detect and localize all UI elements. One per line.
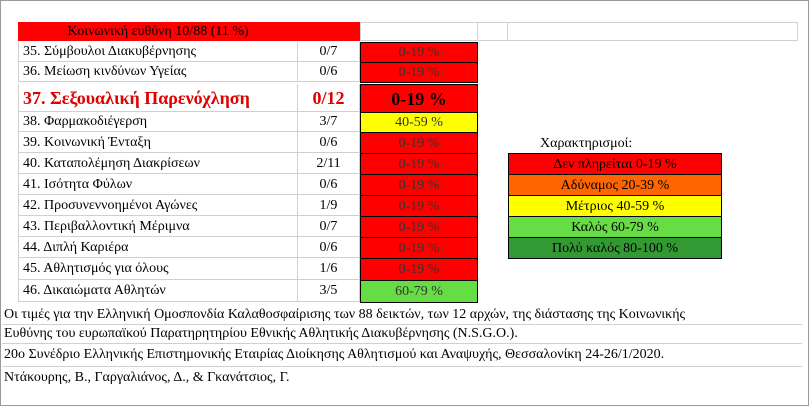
indicator-name: 44. Διπλή Καριέρα [18, 237, 298, 258]
indicator-score: 3/5 [298, 280, 360, 302]
legend-title: Χαρακτηρισμοί: [540, 136, 633, 151]
note-line-2: Ευθύνης του ευρωπαϊκού Παρατηρητηρίου Εθ… [2, 325, 802, 344]
indicator-rating: 60-79 % [360, 280, 478, 303]
indicator-name: 45. Αθλητισμός για όλους [18, 258, 298, 280]
table-title: Κοινωνική ευθύνη 10/88 (11 %) [18, 22, 298, 41]
indicator-name: 35. Σύμβουλοι Διακυβέρνησης [18, 42, 298, 62]
indicator-score: 2/11 [298, 153, 360, 174]
indicator-score: 3/7 [298, 112, 360, 132]
indicator-rating: 0-19 % [360, 42, 478, 63]
indicator-score: 0/6 [298, 132, 360, 153]
indicator-rating: 0-19 % [360, 237, 478, 259]
indicator-score: 0/6 [298, 174, 360, 195]
indicator-name: 37. Σεξουαλική Παρενόχληση [18, 84, 298, 112]
indicator-rating: 0-19 % [360, 153, 478, 175]
indicator-rating: 0-19 % [360, 84, 478, 113]
legend-item: Μέτριος 40-59 % [508, 195, 722, 217]
indicator-name: 36. Μείωση κινδύνων Υγείας [18, 62, 298, 82]
table-title-fill [298, 22, 360, 41]
indicator-rating: 0-19 % [360, 216, 478, 238]
indicator-score: 0/6 [298, 62, 360, 82]
indicator-score: 1/6 [298, 258, 360, 280]
indicator-rating: 0-19 % [360, 62, 478, 83]
indicator-score: 0/12 [298, 84, 360, 112]
header-empty-cell [360, 22, 478, 41]
header-empty-cell [478, 22, 508, 41]
note-line-3: 20ο Συνέδριο Ελληνικής Επιστημονικής Ετα… [2, 346, 802, 367]
indicator-rating: 40-59 % [360, 112, 478, 133]
indicator-rating: 0-19 % [360, 174, 478, 196]
legend-item: Πολύ καλός 80-100 % [508, 237, 722, 259]
indicator-score: 0/7 [298, 42, 360, 62]
indicator-name: 39. Κοινωνική Ένταξη [18, 132, 298, 153]
note-line-1: Οι τιμές για την Ελληνική Ομοσπονδία Καλ… [2, 306, 802, 325]
legend-item: Δεν πληρείται 0-19 % [508, 153, 722, 175]
indicator-name: 43. Περιβαλλοντική Μέριμνα [18, 216, 298, 237]
indicator-name: 46. Δικαιώματα Αθλητών [18, 280, 298, 302]
legend-item: Καλός 60-79 % [508, 216, 722, 238]
indicator-rating: 0-19 % [360, 195, 478, 217]
indicator-name: 40. Καταπολέμηση Διακρίσεων [18, 153, 298, 174]
indicator-rating: 0-19 % [360, 132, 478, 154]
indicator-score: 0/7 [298, 216, 360, 237]
indicator-name: 38. Φαρμακοδιέγερση [18, 112, 298, 132]
legend-item: Αδύναμος 20-39 % [508, 174, 722, 196]
indicator-name: 42. Προσυνεννοημένοι Αγώνες [18, 195, 298, 216]
indicator-name: 41. Ισότητα Φύλων [18, 174, 298, 195]
indicator-rating: 0-19 % [360, 258, 478, 281]
note-line-4: Ντάκουρης, Β., Γαργαλιάνος, Δ., & Γκανάτ… [4, 370, 290, 385]
indicator-score: 1/9 [298, 195, 360, 216]
indicator-score: 0/6 [298, 237, 360, 258]
header-empty-cell [508, 22, 798, 41]
